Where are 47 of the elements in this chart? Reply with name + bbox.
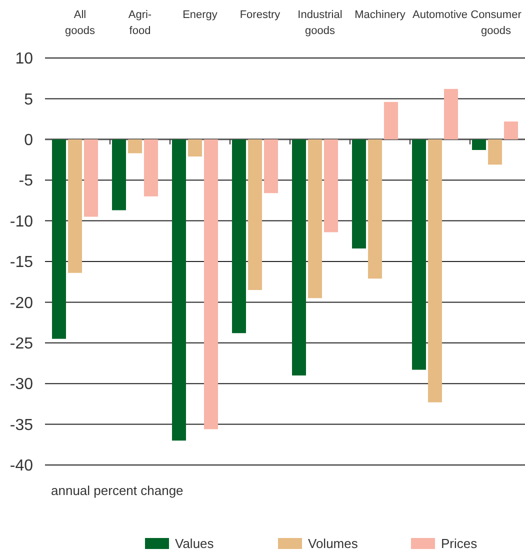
y-tick-label: 5 (24, 91, 34, 108)
bar (248, 139, 262, 290)
bar (324, 139, 338, 232)
legend-label: Volumes (308, 536, 358, 551)
x-tick-label: Automotive (412, 9, 468, 21)
bar (472, 139, 486, 150)
y-tick-label: -5 (18, 172, 34, 190)
bar (488, 139, 502, 165)
bar (84, 139, 98, 217)
bar (504, 121, 518, 140)
y-tick-label: -20 (10, 294, 34, 312)
bar (264, 139, 278, 194)
x-tick-label: Consumer goods (470, 9, 522, 37)
y-tick-label: -30 (10, 376, 34, 394)
bar (68, 139, 82, 273)
y-tick-label: -15 (10, 254, 34, 272)
bar (292, 139, 306, 376)
x-tick-label: Machinery (354, 9, 406, 21)
bar (128, 139, 142, 154)
bar (112, 139, 126, 210)
bar (308, 139, 322, 298)
bar (52, 139, 66, 339)
bar (172, 139, 186, 441)
x-tick-label: Energy (182, 9, 218, 21)
x-tick-label: Forestry (240, 9, 281, 21)
bar (144, 139, 158, 196)
y-tick-label: -35 (10, 416, 34, 434)
y-tick-label: 10 (15, 50, 34, 68)
bar (188, 139, 202, 156)
bar (444, 88, 458, 140)
x-tick-label: Industrial goods (298, 9, 342, 37)
bar (204, 139, 218, 430)
bar (232, 139, 246, 334)
text: annual percent change (51, 483, 184, 498)
y-tick-label: -10 (10, 213, 34, 230)
y-tick-label: -25 (10, 336, 34, 352)
y-tick-label: -40 (10, 458, 34, 475)
legend-label: Values (175, 536, 214, 551)
bar (412, 139, 426, 370)
bar (368, 139, 382, 279)
bar (352, 139, 366, 248)
x-tick-label: Agri-food (128, 9, 152, 37)
x-tick-label: All goods (65, 9, 96, 37)
legend-label: Prices (441, 536, 478, 551)
bar (428, 139, 442, 402)
bar (384, 102, 398, 140)
y-tick-label: 0 (24, 132, 34, 149)
